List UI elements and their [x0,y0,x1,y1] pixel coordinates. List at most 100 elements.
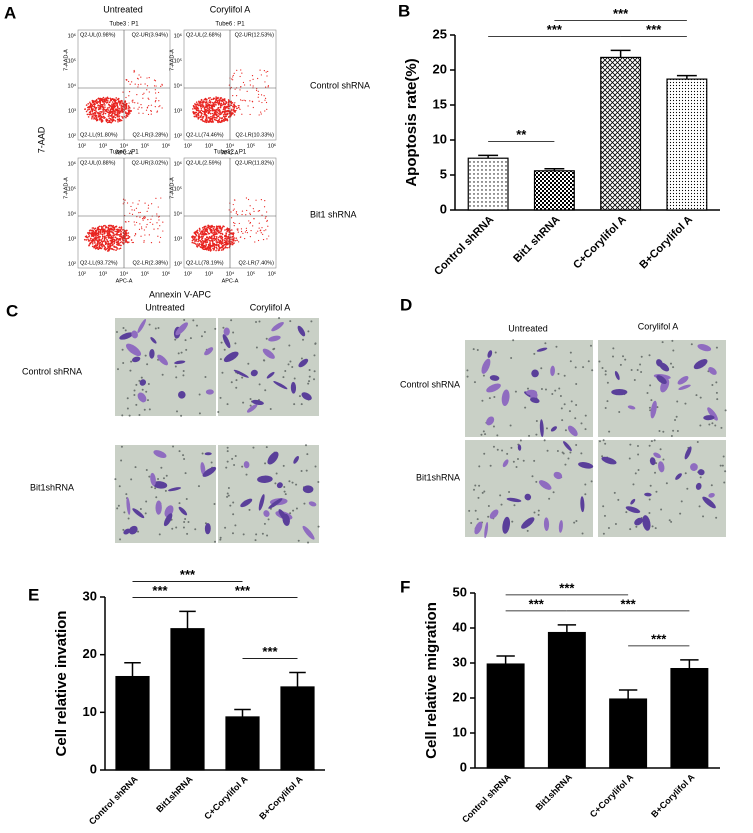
dot [92,243,94,245]
dot [218,237,220,239]
dot [125,97,126,98]
pore [268,518,270,520]
pore [466,369,468,371]
dot [106,97,108,99]
pore [231,381,233,383]
dot [197,118,199,120]
dot [134,70,135,71]
pore [242,402,244,404]
panel-letter: E [28,585,39,604]
bar [601,57,641,210]
dot [231,78,232,79]
dot [114,236,116,238]
dot [233,106,235,108]
dot [228,102,230,104]
dot [204,249,206,251]
pore [541,388,543,390]
y-tick-label: 10 [433,131,447,146]
pore [605,370,607,372]
dot [116,115,118,117]
pore [313,354,315,356]
dot [155,92,156,93]
pore [149,408,151,410]
pore [545,388,547,390]
dot [223,119,225,121]
dot [211,236,213,238]
pore [608,527,610,529]
dot [257,231,258,232]
dot [204,227,206,229]
pore [234,524,236,526]
pore [582,366,584,368]
dot [117,231,119,233]
pore [711,422,713,424]
dot [221,247,223,249]
dot [232,79,233,80]
dot [99,245,101,247]
pore [512,339,514,341]
dot [134,102,135,103]
pore [264,389,266,391]
pore [266,338,268,340]
dot [92,114,94,116]
dot [114,114,116,116]
pore [639,364,641,366]
dot [217,241,219,243]
dot [93,234,95,236]
dot [267,71,268,72]
pore [699,505,701,507]
pore [298,540,300,542]
y-tick-label: 10 [453,724,467,739]
pore [121,414,123,416]
pore [186,498,188,500]
dot [112,121,114,123]
pore [652,525,654,527]
dot [95,244,97,246]
dot [109,120,111,122]
dot [234,208,235,209]
dot [115,246,117,248]
dot [265,98,266,99]
error-bar [680,660,698,669]
pore [122,529,124,531]
pore [199,412,201,414]
dot [237,108,238,109]
dot [136,208,137,209]
dot [230,240,232,242]
pore [584,484,586,486]
dot [195,105,197,107]
dot [93,230,95,232]
dot [207,237,209,239]
pore [122,362,124,364]
dot [207,225,209,227]
dot [106,111,108,113]
dot [211,118,213,120]
dot [231,108,233,110]
dot [120,247,122,249]
pore [720,427,722,429]
pore [306,453,308,455]
dot [241,114,242,115]
pore [501,450,503,452]
dot [222,249,224,251]
dot [203,246,205,248]
dot [161,84,162,85]
quadrant-label: Q2-UR(11.82%) [235,160,274,166]
pore [227,461,229,463]
dot [86,237,88,239]
panel-letter: F [400,577,410,596]
dot [259,228,260,229]
dot [107,107,109,109]
dot [242,233,243,234]
dot [162,222,163,223]
dot [91,231,93,233]
pore [513,504,515,506]
dot [196,101,198,103]
dot [155,198,156,199]
pore [258,320,260,322]
pore [294,377,296,379]
dot [202,120,204,122]
pore [318,526,320,528]
dot [149,234,150,235]
dot [160,197,161,198]
